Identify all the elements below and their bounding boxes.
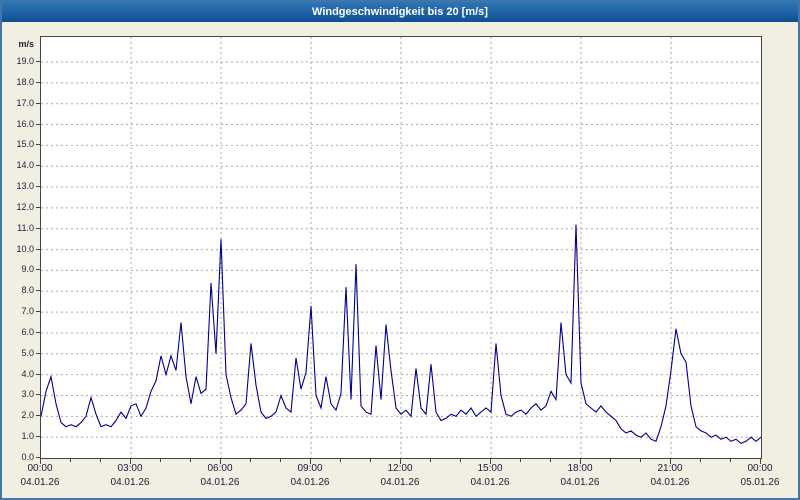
x-axis-tick-mark [130,459,131,464]
x-axis-date-label: 04.01.26 [110,477,150,488]
x-axis-time-label: 09:00 [297,463,323,474]
y-axis-tick-label: 16.0 [16,118,34,129]
y-axis-tick-label: 18.0 [16,76,34,87]
x-axis-date-label: 04.01.26 [560,477,600,488]
y-axis-tick-label: 17.0 [16,97,34,108]
x-axis-time-label: 18:00 [567,463,593,474]
y-axis-tick-label: 4.0 [21,368,34,379]
x-axis-tick-mark [340,459,341,462]
y-axis-tick-mark [36,394,40,396]
x-axis-tick-mark [700,459,701,462]
x-axis-tick-mark [100,459,101,462]
y-axis-tick-mark [36,186,40,188]
y-axis-tick-mark [36,311,40,313]
y-axis-tick-mark [36,81,40,83]
x-axis-tick-mark [430,459,431,462]
y-axis-tick-mark [36,123,40,125]
y-axis-tick-mark [36,269,40,271]
x-axis-time-label: 00:00 [27,463,53,474]
x-axis-tick-mark [190,459,191,462]
y-axis-tick-mark [36,373,40,375]
wind-speed-line-chart [41,37,761,458]
y-axis-tick-label: 9.0 [21,264,34,275]
y-axis-tick-mark [36,206,40,208]
x-axis-tick-mark [580,459,581,464]
y-axis-tick-label: 7.0 [21,306,34,317]
x-axis-time-label: 21:00 [657,463,683,474]
x-axis-tick-mark [670,459,671,464]
x-axis-tick-mark [160,459,161,462]
x-axis-tick-mark [730,459,731,462]
chart-title: Windgeschwindigkeit bis 20 [m/s] [312,6,488,18]
x-axis-tick-mark [250,459,251,462]
x-axis-tick-mark [70,459,71,462]
x-axis-tick-mark [460,459,461,462]
y-axis-tick-label: 1.0 [21,431,34,442]
y-axis-tick-label: 3.0 [21,389,34,400]
x-axis-time-label: 15:00 [477,463,503,474]
y-axis-tick-label: 12.0 [16,201,34,212]
y-axis-tick-mark [36,290,40,292]
y-axis-tick-mark [36,144,40,146]
x-axis-tick-mark [640,459,641,462]
x-axis-tick-mark [490,459,491,464]
y-axis-tick-label: 14.0 [16,160,34,171]
x-axis-date-label: 04.01.26 [200,477,240,488]
y-axis-tick-mark [36,415,40,417]
plot-area [40,36,762,459]
x-axis-tick-mark [520,459,521,462]
x-axis-date-label: 04.01.26 [290,477,330,488]
y-axis-tick-label: 6.0 [21,326,34,337]
y-axis-tick-label: 19.0 [16,56,34,66]
x-axis-date-label: 04.01.26 [650,477,690,488]
y-axis-tick-label: 5.0 [21,347,34,358]
y-axis-unit-label: m/s [18,39,34,49]
y-axis-tick-mark [36,352,40,354]
chart-title-bar: Windgeschwindigkeit bis 20 [m/s] [2,2,798,22]
x-axis-tick-mark [610,459,611,462]
x-axis-time-label: 12:00 [387,463,413,474]
x-axis-tick-mark [760,459,761,464]
x-axis-time-label: 03:00 [117,463,143,474]
y-axis-tick-mark [36,61,40,62]
wind-speed-series-line [41,224,761,445]
x-axis-date-label: 04.01.26 [380,477,420,488]
x-axis-time-label: 00:00 [747,463,773,474]
y-axis-tick-mark [36,248,40,250]
x-axis-date-label: 05.01.26 [740,477,780,488]
x-axis-time-label: 06:00 [207,463,233,474]
y-axis-tick-label: 8.0 [21,285,34,296]
y-axis-tick-mark [36,436,40,438]
y-axis-tick-mark [36,102,40,104]
y-axis-tick-label: 15.0 [16,139,34,150]
y-axis-tick-mark [36,227,40,229]
x-axis-tick-mark [400,459,401,464]
x-axis-tick-mark [550,459,551,462]
x-axis-tick-mark [280,459,281,462]
y-axis-tick-label: 10.0 [16,243,34,254]
y-axis-tick-mark [36,165,40,167]
x-axis-tick-mark [220,459,221,464]
y-axis-tick-label: 2.0 [21,410,34,421]
y-axis-tick-label: 11.0 [17,222,34,233]
x-axis-tick-mark [370,459,371,462]
x-axis-date-label: 04.01.26 [470,477,510,488]
y-axis-tick-mark [36,331,40,333]
x-axis-tick-mark [310,459,311,464]
y-axis-tick-mark [36,457,40,458]
y-axis-tick-label: 0.0 [21,452,34,462]
y-axis-tick-label: 13.0 [16,181,34,192]
x-axis-tick-mark [40,459,41,464]
x-axis-date-label: 04.01.26 [20,477,60,488]
